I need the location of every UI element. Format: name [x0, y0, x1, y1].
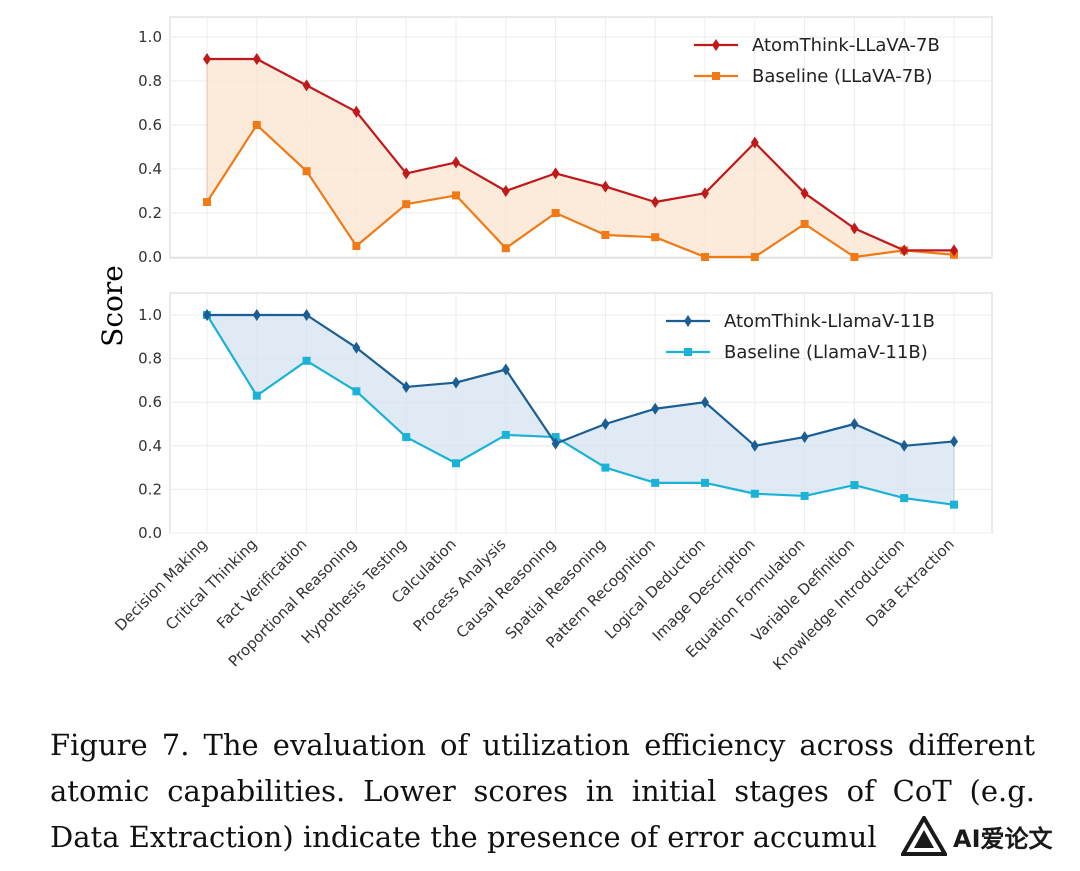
- data-point: [402, 167, 411, 180]
- data-point: [551, 433, 560, 442]
- data-point: [203, 198, 211, 206]
- legend-label: Baseline (LLaVA-7B): [752, 66, 933, 87]
- data-point: [501, 244, 510, 253]
- data-point: [203, 53, 211, 65]
- data-point: [701, 478, 709, 487]
- data-point: [203, 309, 211, 321]
- data-point: [800, 220, 809, 228]
- y-tick-label: 0.2: [138, 204, 162, 222]
- data-point: [252, 391, 261, 400]
- data-point: [302, 167, 311, 176]
- data-point: [252, 121, 261, 129]
- y-tick-label: 0.4: [138, 437, 162, 455]
- data-point: [850, 253, 859, 261]
- series-line: [206, 123, 955, 259]
- y-axis-label: Score: [96, 265, 129, 347]
- y-tick-label: 0.0: [138, 248, 162, 266]
- data-point: [601, 463, 610, 472]
- y-tick-label: 0.6: [138, 393, 162, 411]
- data-point: [651, 233, 660, 242]
- legend-label: Baseline (LlamaV-11B): [724, 342, 928, 363]
- watermark: AI爱论文: [895, 808, 1059, 864]
- data-point: [551, 167, 560, 180]
- data-point: [701, 187, 709, 200]
- y-tick-label: 0.6: [138, 116, 162, 134]
- data-point: [950, 435, 958, 448]
- legend-label: AtomThink-LLaVA-7B: [752, 35, 940, 56]
- data-point: [402, 433, 411, 442]
- x-tick-label: Process Analysis: [410, 535, 510, 635]
- data-point: [352, 387, 361, 396]
- data-point: [651, 402, 660, 415]
- y-tick-label: 1.0: [138, 28, 162, 46]
- x-tick-label: Data Extraction: [862, 535, 958, 631]
- data-point: [900, 494, 909, 503]
- x-tick-label: Critical Thinking: [162, 535, 261, 634]
- data-point: [402, 380, 411, 393]
- data-point: [551, 209, 560, 217]
- y-tick-label: 0.8: [138, 72, 162, 90]
- panel-2: 0.0 0.2 0.4 0.6 0.8 1.0 AtomThink-LlamaV-11B Ba…: [138, 292, 993, 542]
- data-point: [850, 418, 859, 430]
- data-point: [950, 244, 958, 257]
- data-point: [302, 309, 311, 321]
- data-point: [252, 53, 261, 65]
- y-tick-label: 0.8: [138, 350, 162, 368]
- data-point: [452, 459, 460, 468]
- data-point: [452, 191, 460, 200]
- data-point: [651, 478, 660, 487]
- data-point: [900, 244, 909, 257]
- data-point: [302, 356, 311, 365]
- data-point: [501, 430, 510, 439]
- data-point: [800, 491, 809, 500]
- figure-caption: Figure 7. The evaluation of utilization …: [50, 728, 1035, 854]
- data-point: [750, 489, 759, 498]
- data-point: [701, 396, 709, 409]
- data-point: [601, 418, 610, 430]
- data-point: [750, 439, 759, 452]
- legend-marker: [684, 315, 692, 327]
- data-point: [950, 500, 958, 509]
- data-point: [800, 431, 809, 444]
- data-point: [601, 231, 610, 239]
- y-tick-label: 0.0: [138, 524, 162, 542]
- legend-label: AtomThink-LlamaV-11B: [724, 311, 935, 332]
- data-point: [900, 439, 909, 452]
- data-point: [352, 242, 361, 250]
- legend-marker: [684, 348, 692, 356]
- data-point: [651, 196, 660, 208]
- data-point: [850, 222, 859, 235]
- data-point: [800, 187, 809, 200]
- data-point: [601, 180, 610, 193]
- data-point: [452, 156, 460, 169]
- data-point: [501, 363, 510, 376]
- data-point: [452, 376, 460, 389]
- data-point: [750, 136, 759, 149]
- y-tick-label: 0.2: [138, 480, 162, 498]
- data-point: [750, 253, 759, 261]
- legend-marker: [712, 39, 720, 51]
- data-point: [352, 105, 361, 118]
- series-line: [207, 57, 954, 252]
- data-point: [302, 79, 311, 92]
- data-point: [701, 253, 709, 261]
- x-tick-label: Decision Making: [111, 535, 210, 634]
- data-point: [551, 437, 560, 450]
- watermark-text: AI爱论文: [953, 824, 1053, 853]
- legend-marker: [712, 72, 720, 80]
- data-point: [501, 185, 510, 197]
- data-point: [252, 309, 261, 321]
- y-tick-label: 1.0: [138, 306, 162, 324]
- ai-logo-icon: [901, 816, 947, 856]
- data-point: [402, 200, 411, 209]
- panel-1: 0.0 0.2 0.4 0.6 0.8 1.0 AtomThink-LLaVA-7B Base…: [138, 16, 993, 266]
- data-point: [850, 481, 859, 490]
- y-tick-label: 0.4: [138, 160, 162, 178]
- data-point: [352, 341, 361, 354]
- chart: 0.0 0.2 0.4 0.6 0.8 1.0 AtomThink-LLaVA-7B Base…: [96, 16, 993, 674]
- series-line: [207, 313, 955, 447]
- series-line: [206, 314, 955, 506]
- x-tick-label: Fact Verification: [213, 535, 310, 632]
